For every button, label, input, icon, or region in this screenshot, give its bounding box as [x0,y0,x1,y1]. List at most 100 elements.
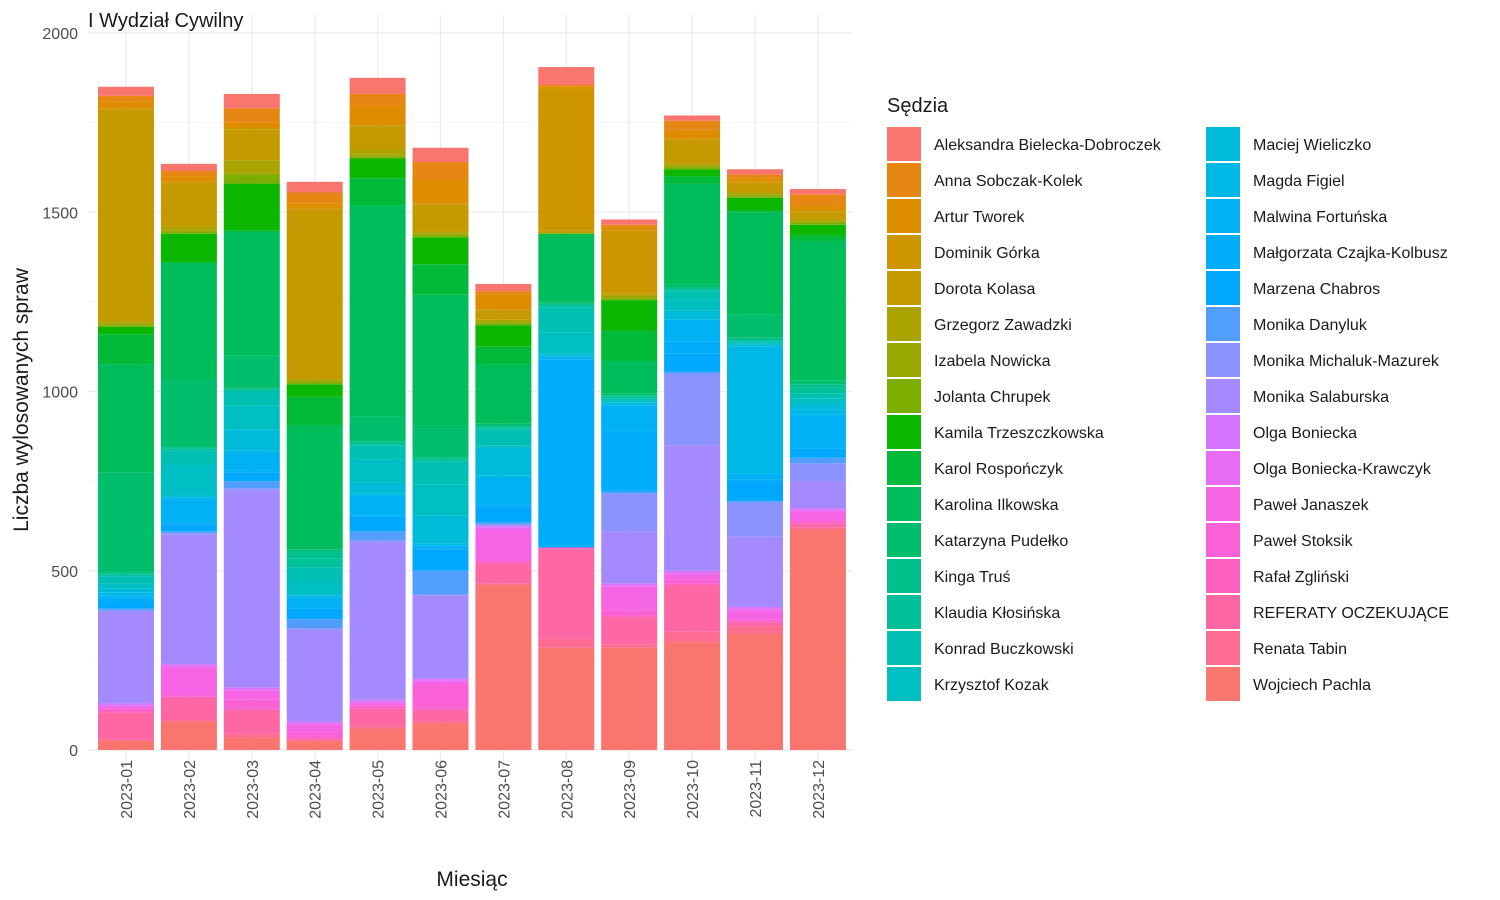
bar-segment [601,493,658,532]
legend-key [887,127,921,161]
bar-segment [349,158,406,179]
legend-item: Maciej Wieliczko [1206,127,1371,161]
bar-segment [789,404,846,410]
bar-segment [98,323,154,326]
bar-segment [98,608,154,611]
bar-segment [412,710,469,722]
legend-key [1206,127,1240,161]
bar-stack-2023-06 [412,147,469,750]
bar-segment [475,364,532,424]
bar-segment [538,638,595,648]
bar-segment [286,732,343,738]
bar-segment [286,382,343,385]
bar-segment [789,221,846,224]
legend-item: Malwina Fortuńska [1206,199,1387,233]
bar-segment [789,235,846,241]
bar-segment [223,737,280,750]
bar-segment [160,448,217,451]
bar-segment [475,321,532,324]
bar-segment [538,88,595,231]
legend-item: Grzegorz Zawadzki [887,307,1072,341]
legend-item: Monika Danyluk [1206,307,1368,341]
bar-segment [98,574,154,577]
bar-segment [727,314,783,338]
bar-segment [664,445,721,571]
bar-segment [727,339,783,342]
bar-segment [664,319,721,342]
bar-segment [664,373,721,446]
bar-segment [475,525,532,528]
bar-segment [789,224,846,236]
bar-segment [727,178,783,182]
bar-segment [286,210,343,379]
bar-segment [286,595,343,598]
y-tick-label: 2000 [42,26,78,43]
bar-segment [475,529,532,560]
bar-segment [475,429,532,446]
bar-segment [160,524,217,532]
bar-segment [664,169,721,177]
bar-segment [789,398,846,405]
bar-segment [789,387,846,394]
bar-segment [538,231,595,234]
bar-segment [223,710,280,734]
bar-segment [98,703,154,706]
bar-segment [601,615,658,618]
x-tick-label: 2023-02 [182,760,199,819]
bar-segment [160,667,217,695]
bar-segment [412,708,469,711]
bar-segment [601,219,658,225]
bar-segment [286,581,343,595]
bar-segment [98,472,154,573]
bar-segment [223,470,280,473]
bar-segment [160,226,217,231]
bar-segment [98,576,154,584]
x-tick-label: 2023-05 [371,760,388,819]
bar-segment [727,473,783,480]
bar-segment [664,138,721,141]
bar-segment [223,699,280,709]
legend-key [887,487,921,521]
bar-segment [286,384,343,397]
bar-segment [349,77,406,94]
legend-item: Klaudia Kłosińska [887,595,1060,629]
bar-segment [601,617,658,645]
legend-item: Jolanta Chrupek [887,379,1052,413]
legend-item: Olga Boniecka-Krawczyk [1206,451,1432,485]
legend-label: Monika Danyluk [1253,317,1368,334]
bar-segment [664,318,721,320]
bar-segment [286,380,343,383]
legend-key [887,235,921,269]
legend-item: Paweł Stoksik [1206,523,1354,557]
bar-segment [160,694,217,697]
bar-segment [286,628,343,630]
legend-item: Aleksandra Bielecka-Dobroczek [887,127,1162,161]
bar-segment [475,323,532,326]
legend-item: Wojciech Pachla [1206,667,1371,701]
bar-segment [664,300,721,311]
bar-segment [789,522,846,525]
bar-segment [412,723,469,750]
legend-key [1206,271,1240,305]
bar-segment [286,608,343,620]
bar-segment [664,289,721,292]
bar-segment [286,724,343,733]
bar-segment [601,531,658,584]
legend-key [887,379,921,413]
bar-segment [412,147,469,163]
bar-segment [98,334,154,365]
bar-stack-2023-11 [727,169,783,750]
bar-segment [601,405,658,431]
bar-segment [286,741,343,750]
bar-segment [664,570,721,573]
bar-segment [475,585,532,750]
y-tick-label: 1000 [42,385,78,402]
legend-key [887,271,921,305]
legend-item: Kamila Trzeszczkowska [887,415,1104,449]
bar-stack-2023-02 [160,163,217,750]
legend-label: Anna Sobczak-Kolek [934,173,1084,190]
legend-title: Sędzia [887,95,949,117]
bar-stack-2023-05 [349,77,406,750]
bar-segment [349,515,406,517]
